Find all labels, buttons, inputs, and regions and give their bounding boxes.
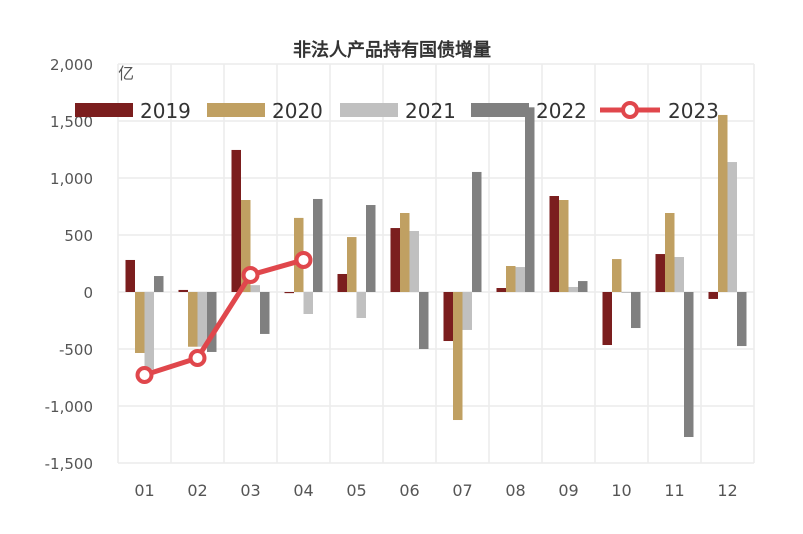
bar-2021-08 [515,267,525,292]
legend-label-2022: 2022 [536,99,587,123]
bar-2021-10 [621,292,631,293]
bar-2022-06 [419,292,429,349]
bar-2019-06 [390,228,400,292]
point-2023-02 [188,349,207,368]
bar-2019-09 [549,196,559,292]
bar-2021-07 [462,292,472,330]
bar-2021-11 [674,257,684,292]
bar-2019-05 [337,273,347,292]
point-2023-04 [294,250,313,269]
bar-2020-01 [135,292,145,353]
x-tick-label: 04 [293,481,313,500]
y-tick-label: 1,000 [50,170,93,188]
x-tick-label: 07 [452,481,472,500]
bar-2020-03 [241,200,251,292]
bar-2022-08 [525,107,535,292]
bar-2022-09 [578,281,588,292]
bar-2019-03 [231,149,241,292]
bar-2022-10 [631,292,641,329]
x-tick-label: 06 [399,481,419,500]
bar-2020-11 [665,212,675,292]
bar-2021-05 [356,292,366,318]
bar-2022-11 [684,292,694,438]
legend-label-2021: 2021 [405,99,456,123]
bar-2019-01 [125,259,135,292]
bar-2021-01 [144,292,154,370]
x-tick-label: 03 [240,481,260,500]
legend-label-2019: 2019 [140,99,191,123]
bar-2020-02 [188,292,198,347]
bar-2019-12 [708,292,718,299]
legend-swatch-2022 [471,103,529,117]
bar-2022-07 [472,171,482,292]
x-tick-label: 05 [346,481,366,500]
y-tick-label: -1,500 [45,455,93,473]
bar-2020-09 [559,200,569,292]
bar-2022-03 [260,292,270,334]
bar-2019-04 [284,292,294,294]
x-tick-label: 01 [134,481,154,500]
legend-marker-2023 [621,101,639,119]
bar-2020-12 [718,114,728,292]
y-tick-label: -500 [59,341,93,359]
legend-swatch-2021 [340,103,398,117]
legend-swatch-2019 [75,103,133,117]
bar-2022-12 [737,292,747,347]
bar-2021-06 [409,231,419,292]
bar-2020-06 [400,212,410,292]
unit-label: 亿 [118,64,134,83]
bar-2019-02 [178,289,188,292]
line-2023 [143,257,305,378]
bar-2022-05 [366,205,376,292]
x-tick-label: 12 [717,481,737,500]
x-tick-label: 08 [505,481,525,500]
legend-label-2020: 2020 [272,99,323,123]
x-tick-label: 11 [664,481,684,500]
y-tick-label: 1,500 [50,113,93,131]
bar-2022-02 [207,292,217,352]
bar-2020-08 [506,266,516,292]
bar-2019-10 [602,292,612,346]
y-tick-label: -1,000 [45,398,93,416]
x-tick-label: 10 [611,481,631,500]
bar-2022-01 [154,276,164,292]
y-tick-label: 2,000 [50,56,93,74]
bar-2019-11 [655,254,665,292]
bar-2021-12 [727,162,737,292]
bar-2021-02 [197,292,207,347]
point-2023-03 [241,266,260,285]
x-tick-label: 09 [558,481,578,500]
bar-2019-08 [496,288,506,292]
y-tick-label: 500 [64,227,93,245]
bar-2020-10 [612,259,622,292]
bar-2022-04 [313,198,323,292]
bar-2019-07 [443,292,453,342]
bar-2021-04 [303,292,313,315]
chart-title: 非法人产品持有国债增量 [293,39,491,61]
bar-2020-07 [453,292,463,421]
bar-2021-09 [568,286,578,292]
bar-2021-03 [250,285,260,292]
legend-label-2023: 2023 [668,99,719,123]
legend-swatch-2020 [207,103,265,117]
bar-2020-05 [347,237,357,292]
x-tick-label: 02 [187,481,207,500]
point-2023-01 [135,365,154,384]
y-tick-label: 0 [83,284,93,302]
